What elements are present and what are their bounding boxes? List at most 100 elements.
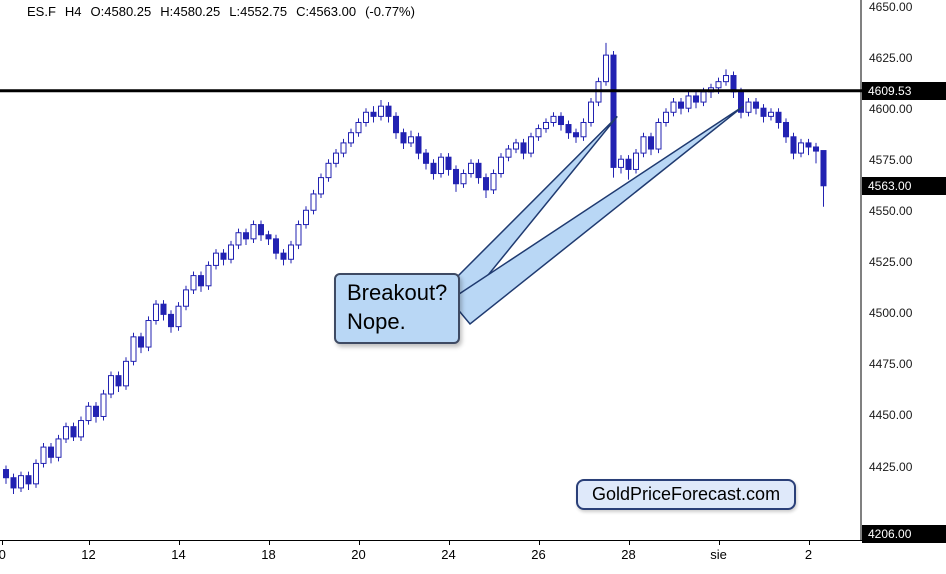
candle-body <box>228 244 234 260</box>
symbol-label: ES.F <box>27 4 56 19</box>
candle-body <box>520 142 527 154</box>
candle-body <box>438 156 444 175</box>
time-tick-mark <box>268 541 270 545</box>
price-tick-label: 4650.00 <box>869 0 913 15</box>
candle-body <box>370 111 377 117</box>
candle <box>445 153 452 176</box>
candle <box>250 220 257 243</box>
candle-body <box>790 136 797 154</box>
watermark-badge: GoldPriceForecast.com <box>576 479 797 510</box>
candle-body <box>318 177 324 195</box>
candle <box>363 108 369 127</box>
candle-body <box>63 426 69 440</box>
candle-body <box>303 209 309 226</box>
candle <box>573 128 579 143</box>
candle <box>588 97 594 127</box>
candle-body <box>603 54 609 83</box>
candle-body <box>408 136 414 144</box>
candle-body <box>543 121 549 130</box>
candle <box>775 108 782 129</box>
candle <box>280 249 287 266</box>
price-tick-label: 4625.00 <box>869 51 913 66</box>
candle-body <box>348 132 354 144</box>
candle <box>648 132 654 156</box>
candle <box>565 120 572 139</box>
price-tick-label: 4450.00 <box>869 408 913 423</box>
candle <box>768 108 774 121</box>
candle <box>610 51 617 178</box>
candle-body <box>123 360 129 387</box>
candle <box>505 144 512 162</box>
candle <box>273 234 279 260</box>
price-tick-label: 4425.00 <box>869 459 913 474</box>
candle-body <box>198 275 204 287</box>
candle-body <box>235 232 242 246</box>
candle <box>333 149 339 168</box>
candle <box>618 155 624 174</box>
candle-body <box>355 121 362 134</box>
candle <box>40 443 47 468</box>
candle <box>25 471 32 490</box>
candle-body <box>40 446 47 464</box>
candle <box>355 118 362 137</box>
candle-body <box>130 336 137 362</box>
candle-body <box>220 252 227 260</box>
candle <box>228 240 234 264</box>
candle <box>423 149 429 170</box>
candle-body <box>723 75 729 83</box>
price-tick-label: 4475.00 <box>869 357 913 372</box>
candle <box>205 261 212 290</box>
candle-body <box>18 475 24 489</box>
candle-body <box>288 244 294 260</box>
candle-body <box>468 162 474 175</box>
candle <box>100 389 107 421</box>
candle <box>790 132 797 160</box>
candle-body <box>775 111 782 123</box>
candle <box>385 102 392 123</box>
time-tick-mark <box>178 541 180 545</box>
time-tick-label: 18 <box>261 547 276 562</box>
candle <box>603 42 609 86</box>
candle-body <box>715 81 722 89</box>
candle-body <box>138 336 144 348</box>
time-tick-label: 0 <box>0 547 6 562</box>
candle-body <box>745 101 752 113</box>
candle-body <box>393 115 399 134</box>
candle-body <box>490 173 497 191</box>
candle <box>558 112 564 131</box>
candle-body <box>580 121 587 138</box>
candle <box>55 434 62 462</box>
candle-body <box>48 446 54 458</box>
candle-body <box>453 168 459 185</box>
time-tick-label: 12 <box>81 547 96 562</box>
candle <box>115 371 122 392</box>
candle <box>640 132 647 158</box>
candle-body <box>108 375 114 395</box>
candle-body <box>100 393 107 417</box>
open-value: O:4580.25 <box>90 4 152 19</box>
candle <box>475 159 482 184</box>
candle <box>303 206 309 229</box>
price-tick-label: 4550.00 <box>869 204 913 219</box>
candle-body <box>768 111 774 117</box>
candle <box>340 138 347 158</box>
time-tick-mark <box>358 541 360 545</box>
candle-body <box>205 264 212 287</box>
callout-line-1: Breakout? <box>347 280 448 305</box>
candle-body <box>760 107 767 117</box>
candle-body <box>618 158 624 168</box>
candle <box>520 138 527 160</box>
time-tick-mark <box>2 541 4 545</box>
candle-body <box>475 162 482 179</box>
candle <box>220 249 227 266</box>
candle-body <box>588 101 594 123</box>
candle-body <box>190 275 197 291</box>
candle-body <box>333 152 339 164</box>
time-tick-mark <box>538 541 540 545</box>
price-tick-label: 4525.00 <box>869 255 913 270</box>
price-tick-label: 4600.00 <box>869 102 913 117</box>
candle <box>430 159 437 180</box>
candle <box>153 300 159 325</box>
candle <box>693 91 699 109</box>
candle-body <box>250 224 257 240</box>
